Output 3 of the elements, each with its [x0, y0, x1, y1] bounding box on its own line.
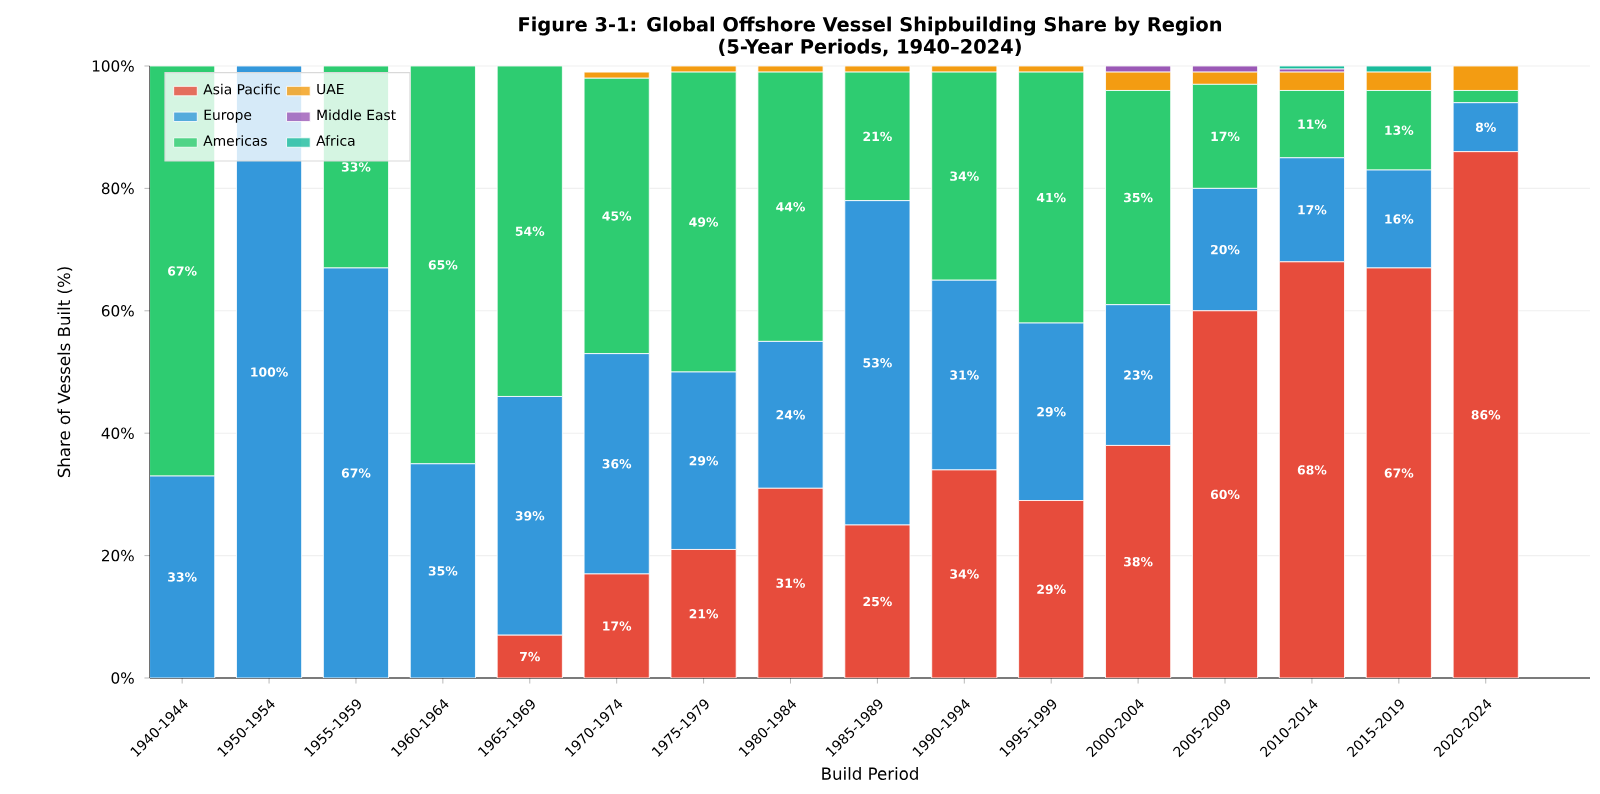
y-axis-title: Share of Vessels Built (%) [57, 267, 73, 478]
x-axis-title: Build Period [822, 767, 918, 780]
chart-title: Figure 3-1: Global Offshore Vessel Shipbuilding Share by Region (5-Year Periods, 1940–2024) [519, 16, 1222, 57]
